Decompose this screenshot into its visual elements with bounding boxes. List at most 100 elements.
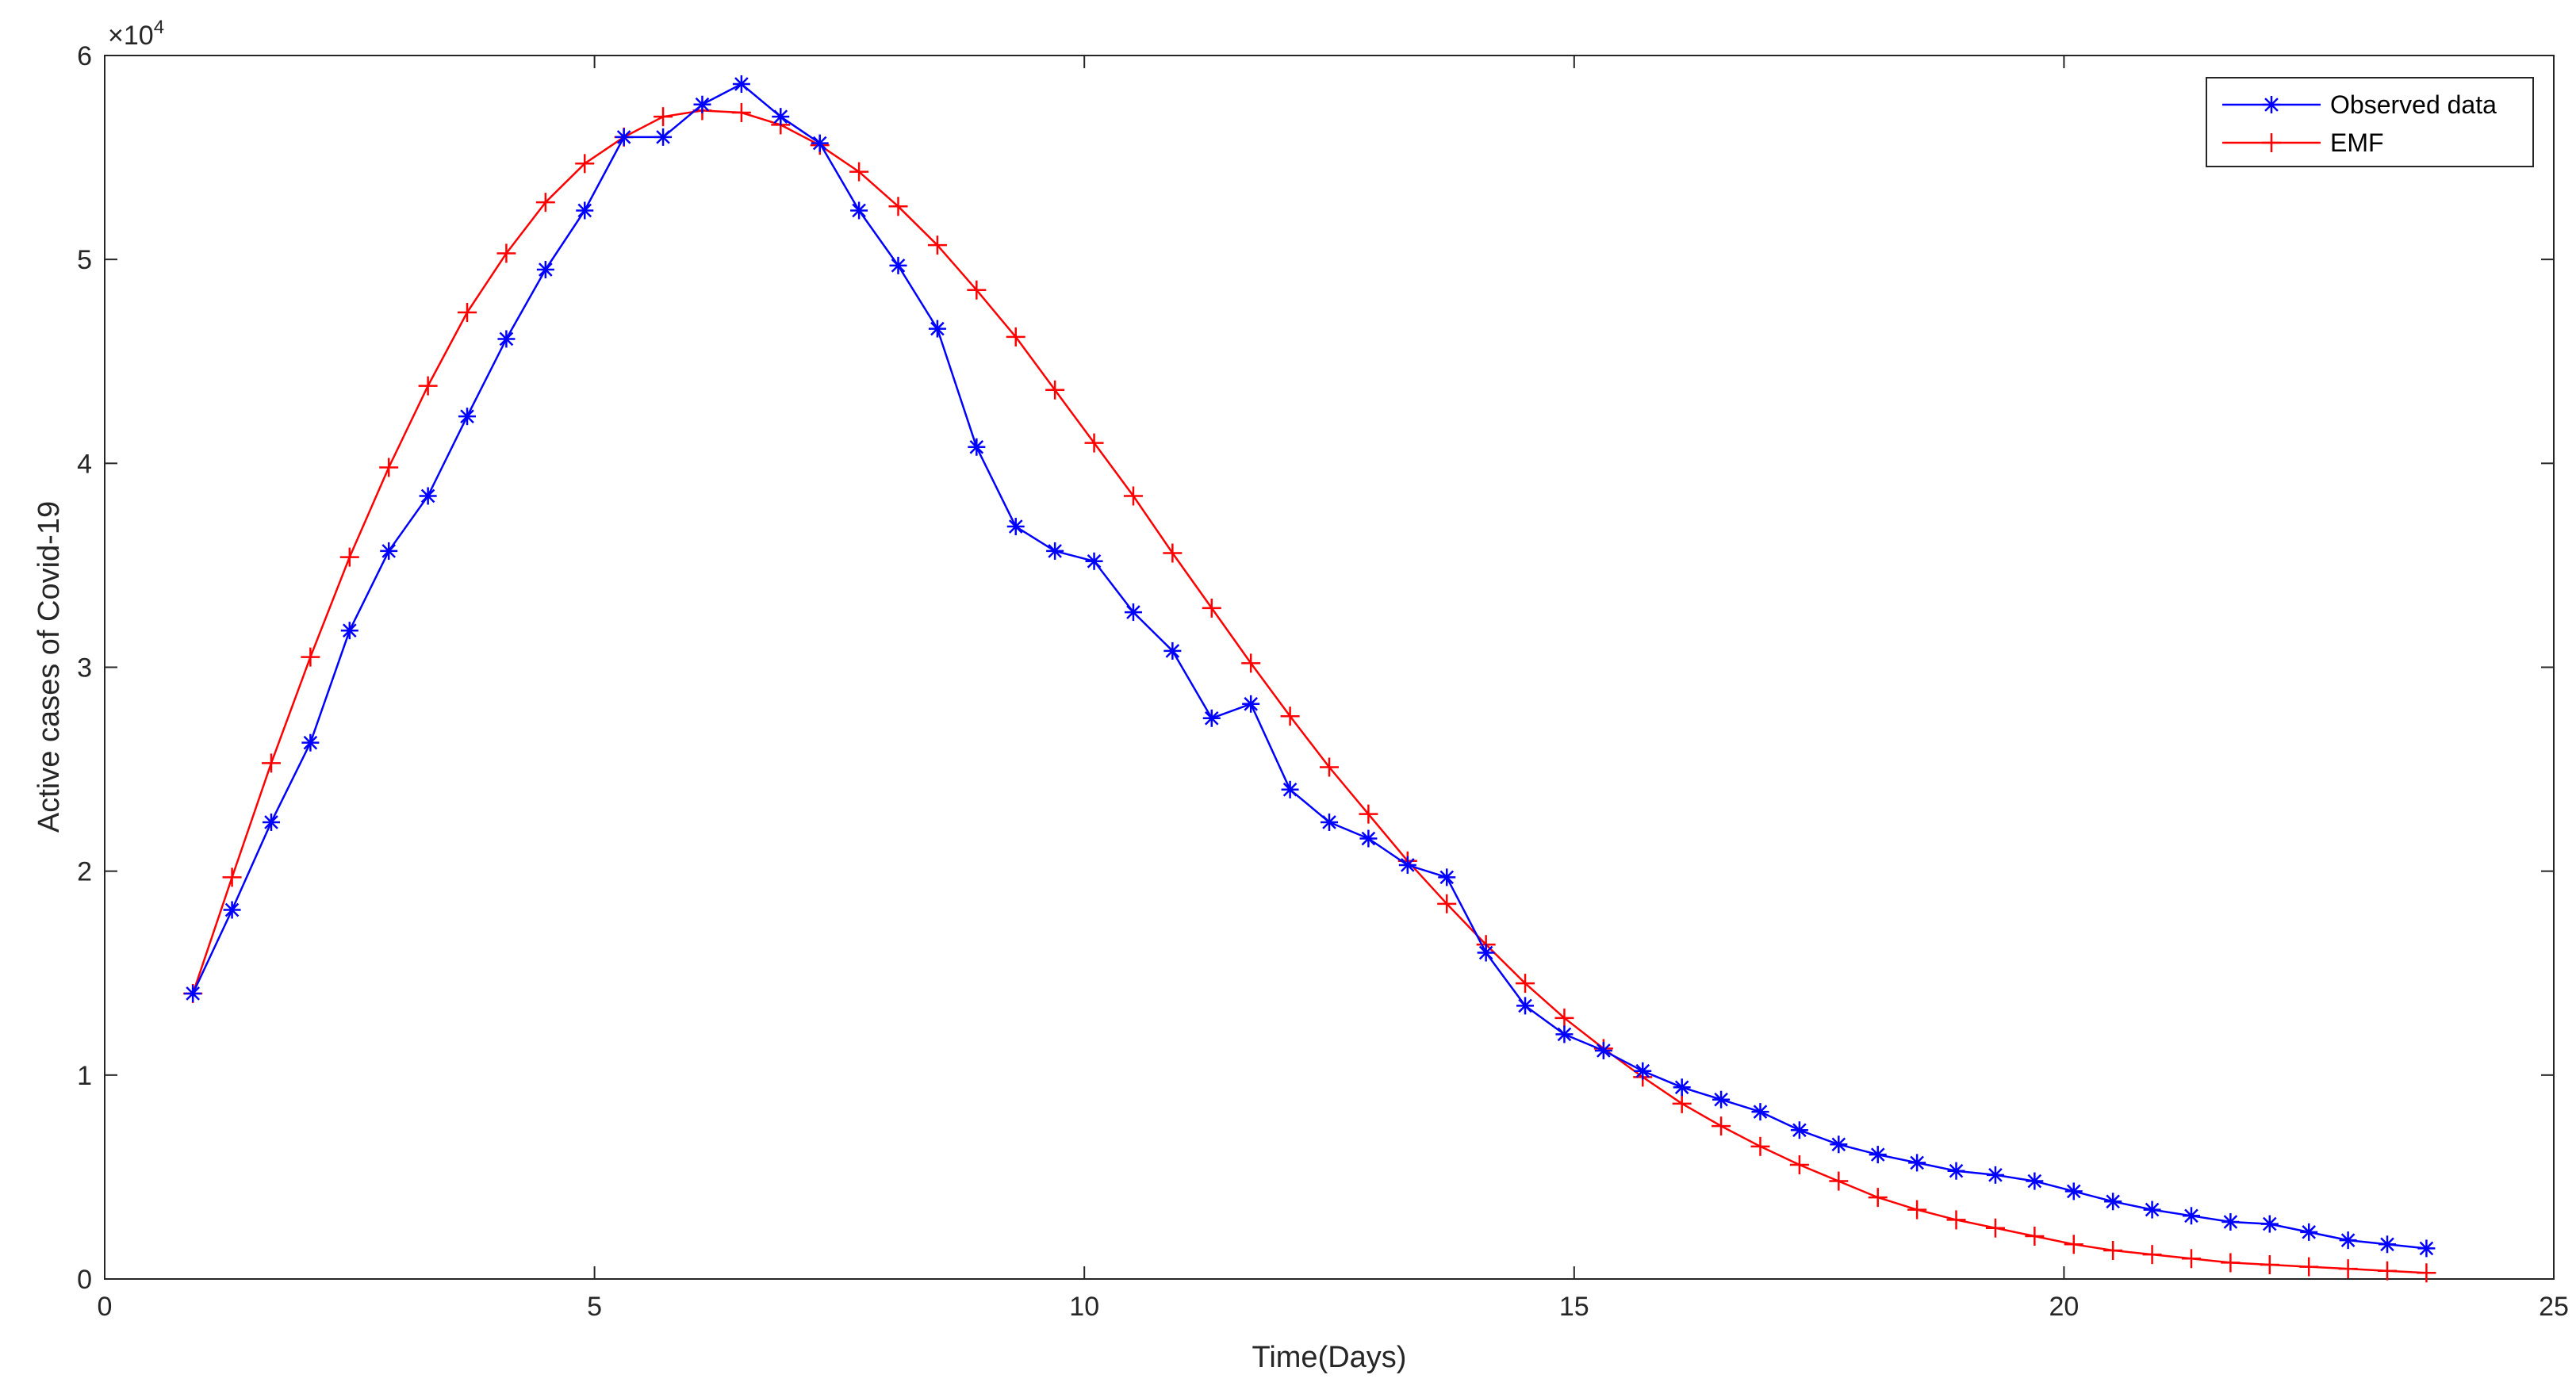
data-point [928,320,946,338]
data-point [2064,1182,2083,1200]
legend-marker-point [2263,96,2280,113]
data-point [1320,757,1339,777]
data-point [1359,829,1378,848]
y-tick-label: 4 [77,449,92,479]
x-tick-label: 20 [2049,1292,2079,1322]
data-point [1634,1062,1652,1080]
legend: Observed data EMF [2206,77,2534,167]
data-point [1202,709,1221,727]
axis-ticks: 0 5 10 15 20 25 0 1 2 3 4 5 6 [77,41,2569,1322]
data-point [1986,1166,2004,1184]
data-point [301,733,320,752]
data-point [261,753,281,773]
data-point [2104,1193,2122,1211]
data-point [458,303,477,323]
data-point [1750,1136,1770,1156]
data-point [2103,1240,2123,1260]
y-tick-label: 3 [77,653,92,684]
data-point [968,438,986,456]
data-point [1516,974,1535,994]
x-tick-label: 5 [587,1292,602,1322]
data-point [184,984,202,1002]
data-point [1868,1188,1888,1208]
data-point [1830,1135,1848,1154]
data-point [1672,1093,1692,1113]
y-tick-label: 6 [77,41,92,71]
data-point [1869,1146,1887,1164]
data-point [576,201,594,220]
data-point [2299,1257,2319,1277]
data-point [2026,1172,2044,1190]
data-point [731,103,751,123]
data-point [1359,804,1378,824]
data-point [2181,1249,2201,1269]
data-point [1321,813,1338,831]
data-point [1006,518,1025,536]
data-point [1202,598,1221,618]
data-point [1281,780,1299,798]
legend-marker-point [2262,133,2281,152]
data-point [1947,1162,1965,1180]
data-point [2182,1207,2200,1225]
data-point [1908,1154,1926,1172]
data-point [222,867,242,887]
data-point [1280,706,1300,726]
data-point [888,197,908,216]
data-point [1555,1025,1574,1043]
data-point [339,547,359,567]
data-point [2143,1200,2161,1219]
data-point [2142,1245,2162,1265]
data-point [889,256,907,274]
series-line-observed-data [192,82,2427,1250]
data-point [1712,1116,1731,1136]
data-point [1438,868,1456,886]
data-point [2378,1261,2398,1281]
data-point [575,154,595,174]
data-point [536,261,554,279]
data-point [380,542,398,560]
data-point [1046,542,1064,560]
data-point [496,243,516,263]
data-point [615,128,633,146]
data-point [1790,1121,1808,1139]
series-line-emf [192,109,2427,1274]
data-point [379,458,399,477]
series-layer [183,75,2436,1283]
legend-box [2206,77,2534,167]
series-emf [183,101,2436,1283]
data-point [419,487,437,505]
plot-area [104,55,2555,1280]
data-point [2379,1235,2397,1254]
x-tick-label: 0 [98,1292,113,1322]
data-point [1124,603,1142,622]
data-point [1398,856,1416,874]
data-point [301,647,320,667]
data-point [1084,433,1104,453]
data-point [1242,695,1260,713]
y-axis-exponent: ×104 [108,17,164,51]
data-point [262,813,280,831]
legend-label-observed: Observed data [2330,90,2497,119]
data-point [1123,486,1143,506]
y-axis-label: Active cases of Covid-19 [33,501,66,833]
data-point [1673,1078,1691,1097]
data-point [1829,1171,1849,1191]
y-tick-label: 0 [77,1265,92,1295]
data-point [1477,944,1495,962]
y-tick-label: 2 [77,857,92,887]
data-point [772,108,790,126]
data-point [1751,1103,1769,1121]
data-point [418,376,438,396]
legend-marker-observed [2263,96,2280,113]
data-point [849,162,869,182]
data-point [1085,552,1103,570]
y-tick-label: 5 [77,245,92,275]
data-point [1907,1200,1927,1220]
data-point [2260,1254,2279,1274]
data-point [1985,1218,2005,1238]
data-point [497,330,516,348]
y-tick-label: 1 [77,1061,92,1091]
x-axis-label: Time(Days) [1252,1341,1407,1374]
data-point [1554,1008,1574,1028]
